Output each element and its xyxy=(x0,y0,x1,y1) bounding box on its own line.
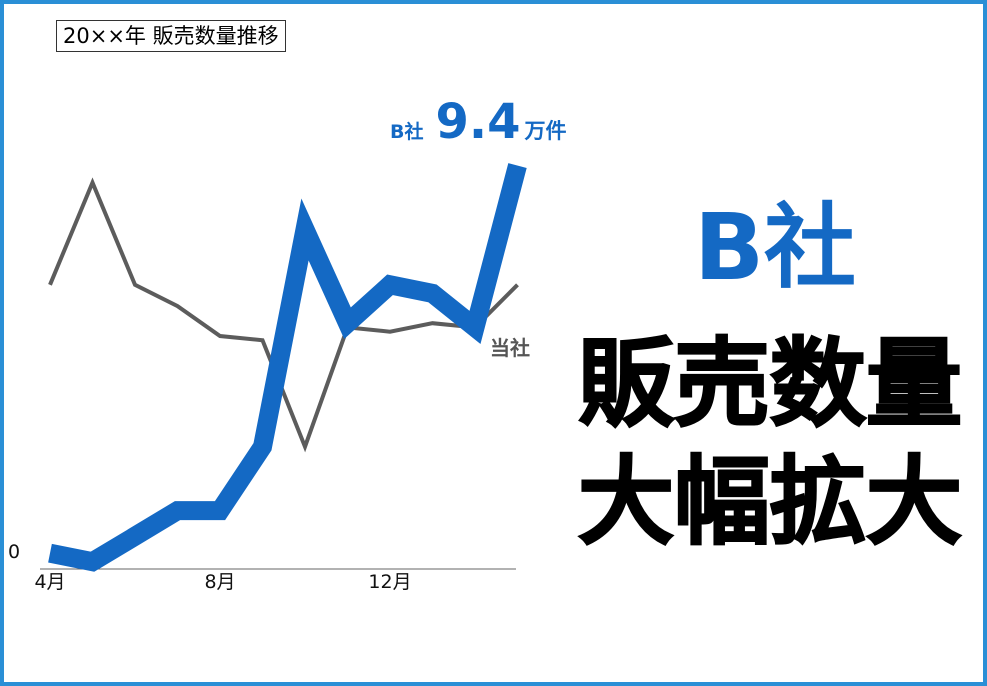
x-tick-label: 12月 xyxy=(368,571,411,593)
x-tick-label: 4月 xyxy=(34,571,65,593)
y-tick-label: 0 xyxy=(8,541,20,563)
callout-value: 9.4 xyxy=(435,94,520,150)
chart-title: 20××年 販売数量推移 xyxy=(56,20,286,52)
callout-unit: 万件 xyxy=(524,119,567,143)
series-b-line xyxy=(48,163,527,572)
headline-company: B社 xyxy=(693,194,857,301)
callout-series-name: B社 xyxy=(390,120,423,143)
headline-line-1: 販売数量 xyxy=(577,328,963,440)
series-own-line xyxy=(48,177,519,453)
x-tick-label: 8月 xyxy=(204,571,235,593)
series-own-label: 当社 xyxy=(490,336,530,360)
series-b-callout: B社 9.4 万件 xyxy=(390,94,567,150)
headline-line-2: 大幅拡大 xyxy=(577,446,963,558)
